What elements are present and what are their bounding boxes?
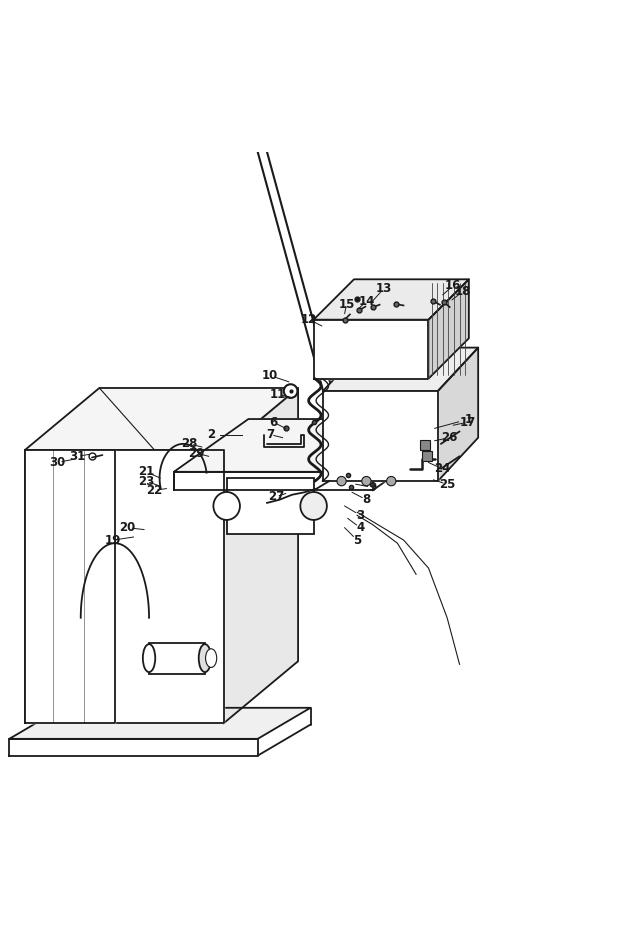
- Text: 19: 19: [105, 534, 121, 547]
- Text: 18: 18: [455, 285, 471, 298]
- Text: 14: 14: [358, 294, 374, 307]
- Text: 28: 28: [181, 438, 197, 450]
- Text: 7: 7: [266, 428, 274, 441]
- Text: 9: 9: [368, 481, 377, 494]
- Text: 11: 11: [270, 388, 286, 401]
- Text: 10: 10: [262, 369, 278, 382]
- Polygon shape: [25, 388, 298, 450]
- Text: 6: 6: [269, 415, 278, 428]
- Text: 22: 22: [146, 484, 162, 497]
- Text: 5: 5: [353, 534, 361, 547]
- Polygon shape: [9, 708, 310, 739]
- Ellipse shape: [337, 476, 347, 486]
- Text: 3: 3: [356, 509, 365, 522]
- Text: 16: 16: [445, 279, 461, 292]
- Text: 1: 1: [465, 413, 473, 426]
- Text: 21: 21: [138, 465, 154, 478]
- Polygon shape: [174, 472, 373, 490]
- Bar: [227, 478, 314, 534]
- Bar: [422, 451, 432, 462]
- Text: 4: 4: [356, 521, 365, 535]
- Text: 15: 15: [338, 298, 355, 311]
- Text: 8: 8: [362, 493, 371, 506]
- Polygon shape: [25, 450, 224, 723]
- Ellipse shape: [206, 648, 217, 668]
- Text: 2: 2: [207, 428, 215, 441]
- Text: 12: 12: [301, 314, 317, 327]
- Text: 17: 17: [460, 415, 476, 428]
- Text: 26: 26: [441, 431, 457, 444]
- Polygon shape: [9, 739, 258, 756]
- Text: 30: 30: [49, 456, 65, 469]
- Polygon shape: [174, 419, 447, 472]
- Text: 24: 24: [434, 462, 450, 475]
- Bar: [420, 440, 430, 450]
- Ellipse shape: [386, 476, 396, 486]
- Ellipse shape: [199, 644, 211, 672]
- Text: 13: 13: [376, 282, 392, 295]
- Ellipse shape: [143, 644, 155, 672]
- Text: 29: 29: [188, 447, 204, 460]
- Polygon shape: [25, 450, 115, 723]
- Polygon shape: [314, 279, 469, 320]
- Ellipse shape: [301, 492, 327, 520]
- Ellipse shape: [214, 492, 240, 520]
- Bar: [149, 643, 205, 673]
- Text: 31: 31: [70, 450, 86, 462]
- Polygon shape: [323, 391, 438, 481]
- Text: 25: 25: [439, 477, 455, 491]
- Ellipse shape: [361, 476, 371, 486]
- Polygon shape: [438, 348, 478, 481]
- Polygon shape: [428, 279, 469, 378]
- Polygon shape: [323, 348, 478, 391]
- Polygon shape: [314, 320, 428, 378]
- Ellipse shape: [284, 384, 297, 398]
- Polygon shape: [224, 388, 298, 723]
- Text: 23: 23: [138, 475, 154, 487]
- Text: 20: 20: [119, 521, 135, 535]
- Text: 27: 27: [268, 490, 284, 503]
